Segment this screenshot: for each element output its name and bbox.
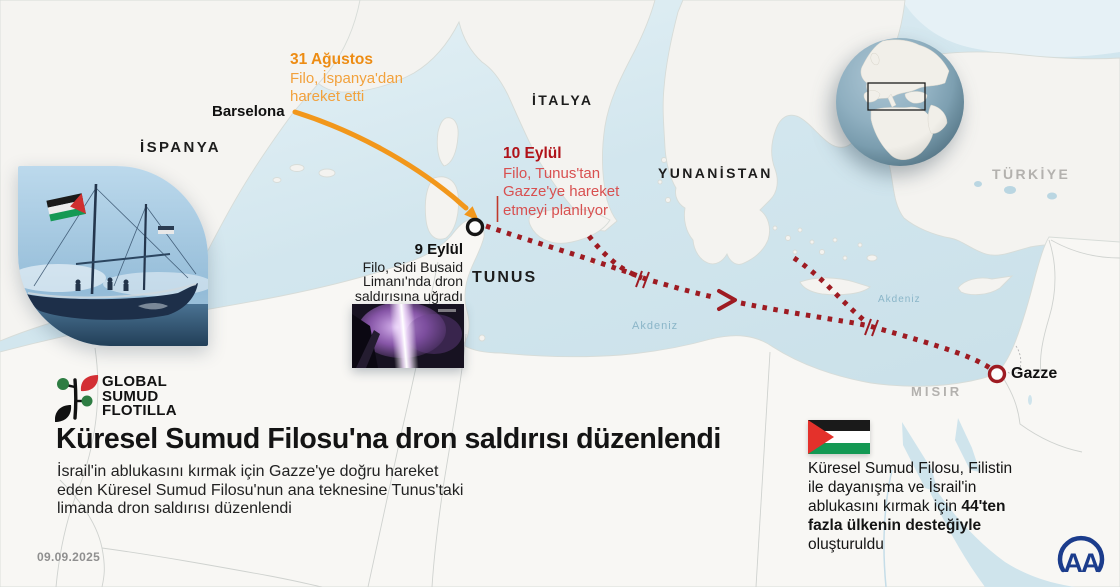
label-country-spain: İSPANYA [140, 139, 221, 156]
annotation-attack-date: 9 Eylül [414, 241, 463, 258]
route-red-dotted [485, 223, 992, 371]
route-branch-aegean [792, 255, 868, 324]
route-branch-sicily [587, 234, 643, 281]
boat-hull [26, 283, 198, 320]
summary-text: İsrail'in ablukasını kırmak için Gazze'y… [57, 463, 464, 517]
drone-attack-photo [352, 304, 464, 368]
label-country-italy: İTALYA [532, 92, 594, 108]
island-crete [799, 277, 871, 296]
annotation-departure-text: Filo, İspanya'dan hareket etti [290, 70, 403, 105]
logo-line-3: FLOTILLA [102, 402, 177, 419]
island-corsica [436, 117, 459, 167]
annotation-departure: 31 Ağustos Filo, İspanya'dan hareket ett… [290, 51, 414, 106]
annotation-departure-date: 31 Ağustos [290, 51, 373, 68]
flotilla-route [292, 109, 1007, 384]
headline: Küresel Sumud Filosu'na dron saldırısı d… [56, 423, 721, 455]
route-arrow-chevron [717, 289, 737, 311]
fact-text-bold: 44'ten fazla ülkenin desteğiyle [808, 498, 1006, 534]
label-sea-akdeniz-west: Akdeniz [632, 320, 679, 332]
fact-box: Küresel Sumud Filosu, Filistin ile dayan… [808, 459, 1026, 554]
label-sea-akdeniz-east: Akdeniz [878, 294, 921, 305]
sumud-logo-icon [55, 374, 99, 422]
red-sea-gulfs [902, 395, 1075, 587]
annotation-plan: 10 Eylül Filo, Tunus'tan Gazze'ye hareke… [503, 145, 631, 220]
annotation-plan-date: 10 Eylül [503, 145, 562, 162]
sumud-logo-wordmark: GLOBAL SUMUD FLOTILLA [102, 373, 177, 419]
land-balkans-greece [662, 0, 906, 265]
globe-focus-rectangle [867, 82, 926, 111]
label-country-turkey: TÜRKİYE [992, 166, 1071, 182]
video-timestamp-smudge [438, 309, 456, 312]
route-orange-line [292, 109, 469, 211]
annotation-plan-text: Filo, Tunus'tan Gazze'ye hareket etmeyi … [503, 164, 620, 219]
crew-silhouettes [75, 277, 129, 291]
fact-text-before: Küresel Sumud Filosu, Filistin ile dayan… [808, 460, 1013, 515]
island-sicily [528, 208, 611, 244]
route-break-marks [635, 270, 879, 337]
black-sea [902, 0, 1120, 57]
agency-monogram-text: AA [1064, 548, 1100, 578]
annotation-attack: 9 Eylül Filo, Sidi Busaid Limanı'nda dro… [338, 241, 463, 304]
anadolu-agency-logo: AA [1052, 530, 1110, 580]
land-italy-france [299, 0, 656, 232]
sidi-busaid-marker [465, 217, 485, 237]
logo-line-2: SUMUD [102, 387, 159, 405]
annotation-attack-text: Filo, Sidi Busaid Limanı'nda dron saldır… [354, 258, 463, 304]
palestine-flag-icon [808, 420, 870, 454]
label-country-egypt: MISIR [911, 384, 963, 399]
globe-locator [835, 37, 965, 167]
flotilla-boat-photo [18, 166, 208, 346]
anatolia-lakes [974, 181, 1057, 200]
label-city-barcelona: Barselona [212, 103, 285, 120]
label-country-tunisia: TUNUS [472, 269, 538, 286]
route-orange-arrowhead [464, 206, 479, 221]
country-borders [55, 239, 1120, 587]
logo-line-1: GLOBAL [102, 373, 168, 390]
label-city-gaza: Gazze [1011, 365, 1058, 382]
palestine-flag-on-mast [46, 193, 86, 222]
mast-aft [142, 203, 148, 291]
rigging-lines [33, 187, 197, 287]
island-cyprus [957, 275, 1014, 296]
gazze-marker [987, 364, 1007, 384]
publish-date: 09.09.2025 [37, 550, 101, 564]
mast-main [90, 183, 98, 295]
fact-text-after: oluşturuldu [808, 536, 884, 553]
label-country-greece: YUNANİSTAN [658, 165, 773, 181]
